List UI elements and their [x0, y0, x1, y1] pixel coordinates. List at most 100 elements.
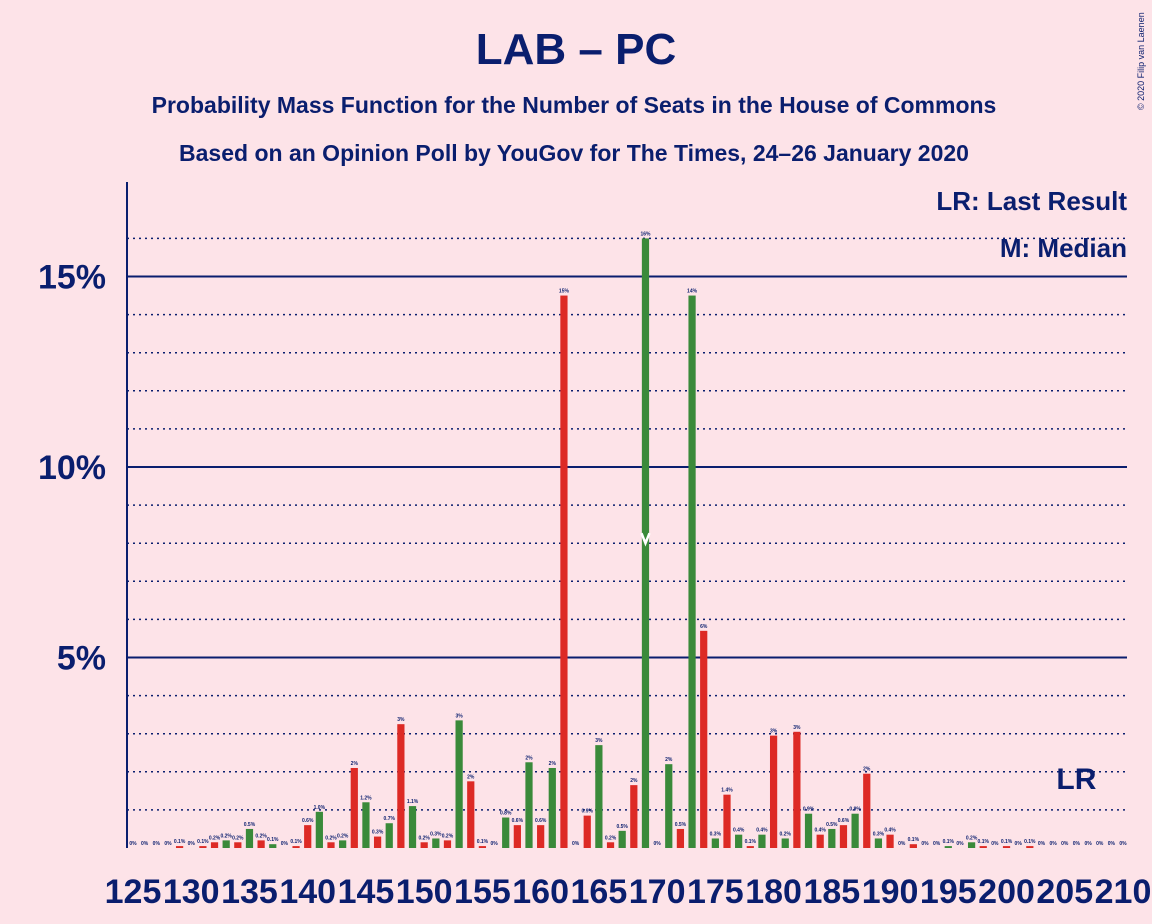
bar-label: 3% [793, 725, 801, 731]
bar [304, 825, 312, 848]
bar [199, 846, 207, 848]
bar [700, 630, 708, 848]
bar-label: 0.2% [337, 833, 349, 839]
bar [234, 842, 242, 848]
bar [513, 825, 521, 848]
bar [863, 773, 871, 848]
bar-labels-group: 0% 0% 0% 0% 0.1% 0% 0.1%0.2% 0.2% 0.2%0.5%0.2%0.… [129, 231, 1127, 847]
bar-label: 0.6% [302, 818, 314, 824]
bar [467, 781, 475, 848]
bar [758, 834, 766, 848]
bar-label: 0.2% [605, 835, 617, 841]
bar-label: 0.1% [943, 839, 955, 845]
bar-label: 0.9% [582, 809, 594, 815]
bar-label: 3% [595, 738, 603, 744]
bar [327, 842, 335, 848]
bar-label: 0.2% [232, 835, 244, 841]
x-tick-label: 170 [629, 873, 686, 911]
legend-median: M: Median [1000, 233, 1127, 263]
bar [210, 842, 219, 848]
bar [804, 813, 813, 848]
bar-label: 0.7% [384, 816, 396, 822]
bar-label: 0.5% [616, 824, 628, 830]
bar-label: 1.1% [407, 799, 419, 805]
x-tick-label: 180 [745, 873, 802, 911]
bar-label: 0.4% [733, 828, 745, 834]
bar-label: 1.0% [314, 805, 326, 811]
bar-label: 0.5% [675, 822, 687, 828]
bar-label: 0% [898, 841, 906, 847]
bar-label: 0% [654, 841, 662, 847]
bar-label: 2% [467, 774, 475, 780]
x-tick-label: 155 [454, 873, 511, 911]
bar [595, 745, 603, 848]
bar [839, 825, 848, 848]
bar [711, 838, 719, 848]
bar [688, 295, 696, 848]
bar-label: 0.2% [255, 833, 267, 839]
bar [443, 840, 452, 848]
bar [676, 828, 685, 848]
bar [816, 834, 824, 848]
bar-label: 0% [1073, 841, 1081, 847]
bar-label: 0.2% [325, 835, 337, 841]
bar-label: 0.1% [745, 839, 757, 845]
x-tick-label: 140 [279, 873, 336, 911]
bar-label: 0.4% [884, 828, 896, 834]
y-tick-label: 10% [38, 449, 106, 487]
bar-label: 0.3% [372, 830, 384, 836]
bar-label: 0% [1119, 841, 1127, 847]
x-tick-label: 160 [512, 873, 569, 911]
bar [537, 825, 545, 848]
bar-label: 0% [921, 841, 929, 847]
bar-label: 3% [770, 729, 778, 735]
bar [269, 844, 277, 848]
bar [665, 764, 673, 848]
bar-label: 0.1% [978, 839, 990, 845]
bar-label: 0% [1084, 841, 1092, 847]
bar [420, 842, 428, 848]
bar [292, 846, 300, 848]
bar [735, 834, 743, 848]
bar-label: 0.9% [803, 807, 815, 813]
x-tick-label: 150 [396, 873, 453, 911]
bar [909, 844, 917, 848]
bar [979, 846, 987, 848]
bar-label: 0% [141, 841, 149, 847]
x-tick-label: 175 [687, 873, 744, 911]
x-tick-label: 185 [803, 873, 860, 911]
bar-label: 0.1% [174, 839, 186, 845]
bar-label: 16% [640, 231, 651, 237]
bar-label: 0.3% [430, 831, 442, 837]
bar-label: 0.2% [442, 833, 454, 839]
bar-label: 0.9% [849, 807, 861, 813]
x-tick-label: 125 [105, 873, 162, 911]
bar-label: 0.2% [209, 835, 221, 841]
bar-label: 0% [991, 841, 999, 847]
last-result-marker: LR [1056, 763, 1096, 796]
bar-label: 0.5% [244, 822, 256, 828]
x-tick-label: 130 [163, 873, 220, 911]
bar-label: 0.1% [1024, 839, 1036, 845]
bar-label: 2% [549, 761, 557, 767]
bar [350, 767, 358, 848]
bar [769, 735, 778, 848]
bar-label: 0% [281, 841, 289, 847]
bar-label: 0.6% [838, 818, 850, 824]
bar-label: 0% [1038, 841, 1046, 847]
bar-label: 0% [188, 841, 196, 847]
bar-label: 0.1% [267, 837, 279, 843]
bar-label: 0% [933, 841, 941, 847]
bar [874, 838, 883, 848]
x-tick-label: 145 [338, 873, 395, 911]
bar [618, 830, 626, 848]
bar-label: 0.5% [826, 822, 838, 828]
x-tick-labels: 125 130 135 140 145 150 155 160 165 170 175 180 185 1… [105, 873, 1152, 911]
bar-label: 0.1% [197, 839, 209, 845]
bar [1026, 846, 1034, 848]
bar [478, 846, 487, 848]
bar [630, 785, 638, 848]
bar-label: 2% [525, 755, 533, 761]
